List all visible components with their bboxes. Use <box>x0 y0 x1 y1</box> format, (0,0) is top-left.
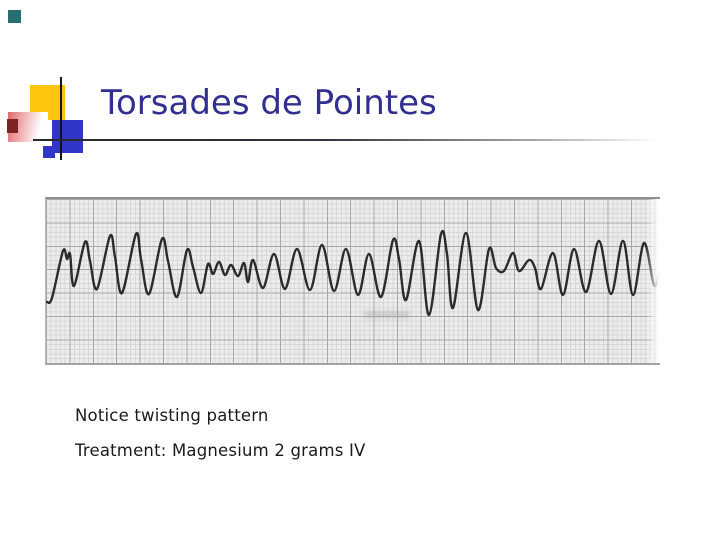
note-twisting-pattern: Notice twisting pattern <box>75 406 269 425</box>
teal-accent-square <box>8 10 21 23</box>
ecg-strip-image <box>45 197 660 365</box>
blue-small-square <box>43 146 55 158</box>
ecg-waveform <box>46 229 660 317</box>
ecg-trace <box>46 229 660 317</box>
blue-square <box>52 120 83 153</box>
title-underline <box>33 139 689 141</box>
crosshair-vertical-line <box>60 77 62 160</box>
slide-title: Torsades de Pointes <box>101 83 437 123</box>
note-treatment: Treatment: Magnesium 2 grams IV <box>75 441 366 460</box>
maroon-accent-square <box>7 119 18 133</box>
scan-artifact <box>364 311 410 318</box>
